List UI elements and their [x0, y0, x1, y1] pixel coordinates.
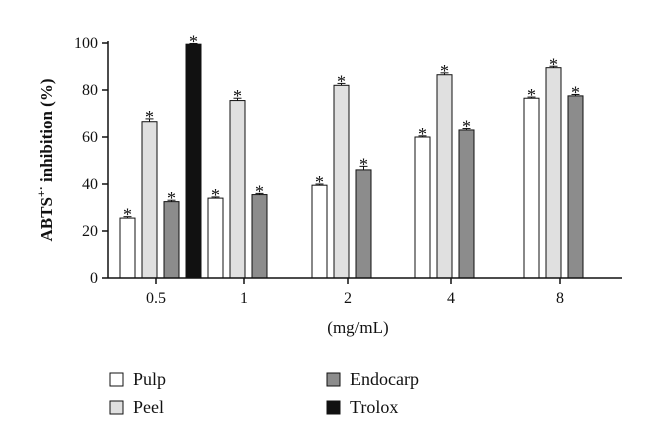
x-tick-label: 2 — [344, 290, 352, 307]
bar — [333, 84, 350, 279]
y-axis-label-superscript: +· — [34, 186, 48, 197]
y-tick-label: 80 — [82, 82, 98, 99]
significance-marker: * — [211, 185, 220, 205]
bar — [458, 129, 475, 279]
legend-label: Trolox — [350, 397, 398, 417]
x-tick-label: 0.5 — [146, 290, 166, 307]
y-tick-label: 0 — [90, 270, 98, 287]
y-tick-label: 60 — [82, 129, 98, 146]
bar — [119, 217, 136, 279]
significance-marker: * — [440, 61, 449, 81]
significance-marker: * — [359, 154, 368, 174]
significance-marker: * — [462, 117, 471, 137]
x-tick-label: 1 — [240, 290, 248, 307]
bars-layer: * * * * * * * * * * * * * * * * — [119, 31, 584, 279]
significance-marker: * — [571, 82, 580, 102]
bar — [523, 97, 540, 279]
significance-marker: * — [315, 172, 324, 192]
y-axis-label: ABTS+· inhibition (%) — [34, 79, 56, 242]
axes-layer: 0 20 40 60 80 100 0.5 1 2 4 8 — [74, 35, 622, 307]
bar — [163, 201, 180, 279]
significance-marker: * — [255, 181, 264, 201]
legend-label: Pulp — [133, 369, 166, 389]
significance-marker: * — [145, 107, 154, 127]
bar — [185, 43, 202, 279]
legend-swatch — [326, 372, 341, 387]
legend-swatch — [109, 400, 124, 415]
bar — [229, 100, 246, 279]
y-axis-label-main: ABTS — [37, 197, 56, 241]
y-tick-label: 40 — [82, 176, 98, 193]
significance-marker: * — [233, 86, 242, 106]
significance-marker: * — [123, 205, 132, 225]
bar — [207, 197, 224, 279]
significance-marker: * — [167, 188, 176, 208]
x-tick-label: 8 — [556, 290, 564, 307]
x-tick-label: 4 — [447, 290, 455, 307]
y-tick-label: 20 — [82, 223, 98, 240]
legend-swatch — [326, 400, 341, 415]
legend-swatch — [109, 372, 124, 387]
bar — [311, 184, 328, 279]
bar — [567, 95, 584, 279]
significance-marker: * — [189, 31, 198, 51]
significance-marker: * — [337, 71, 346, 91]
bar — [251, 194, 268, 279]
legend-label: Endocarp — [350, 369, 419, 389]
significance-marker: * — [549, 54, 558, 74]
y-axis-label-rest: inhibition (%) — [37, 79, 56, 187]
bar — [436, 74, 453, 279]
x-axis-label: (mg/mL) — [327, 318, 388, 337]
bar — [414, 136, 431, 279]
bar — [141, 121, 158, 279]
y-tick-label: 100 — [74, 35, 98, 52]
bar — [355, 169, 372, 279]
significance-marker: * — [527, 85, 536, 105]
significance-marker: * — [418, 124, 427, 144]
legend-label: Peel — [133, 397, 164, 417]
bar — [545, 67, 562, 279]
legend: Pulp Peel Endocarp Trolox — [109, 369, 419, 417]
